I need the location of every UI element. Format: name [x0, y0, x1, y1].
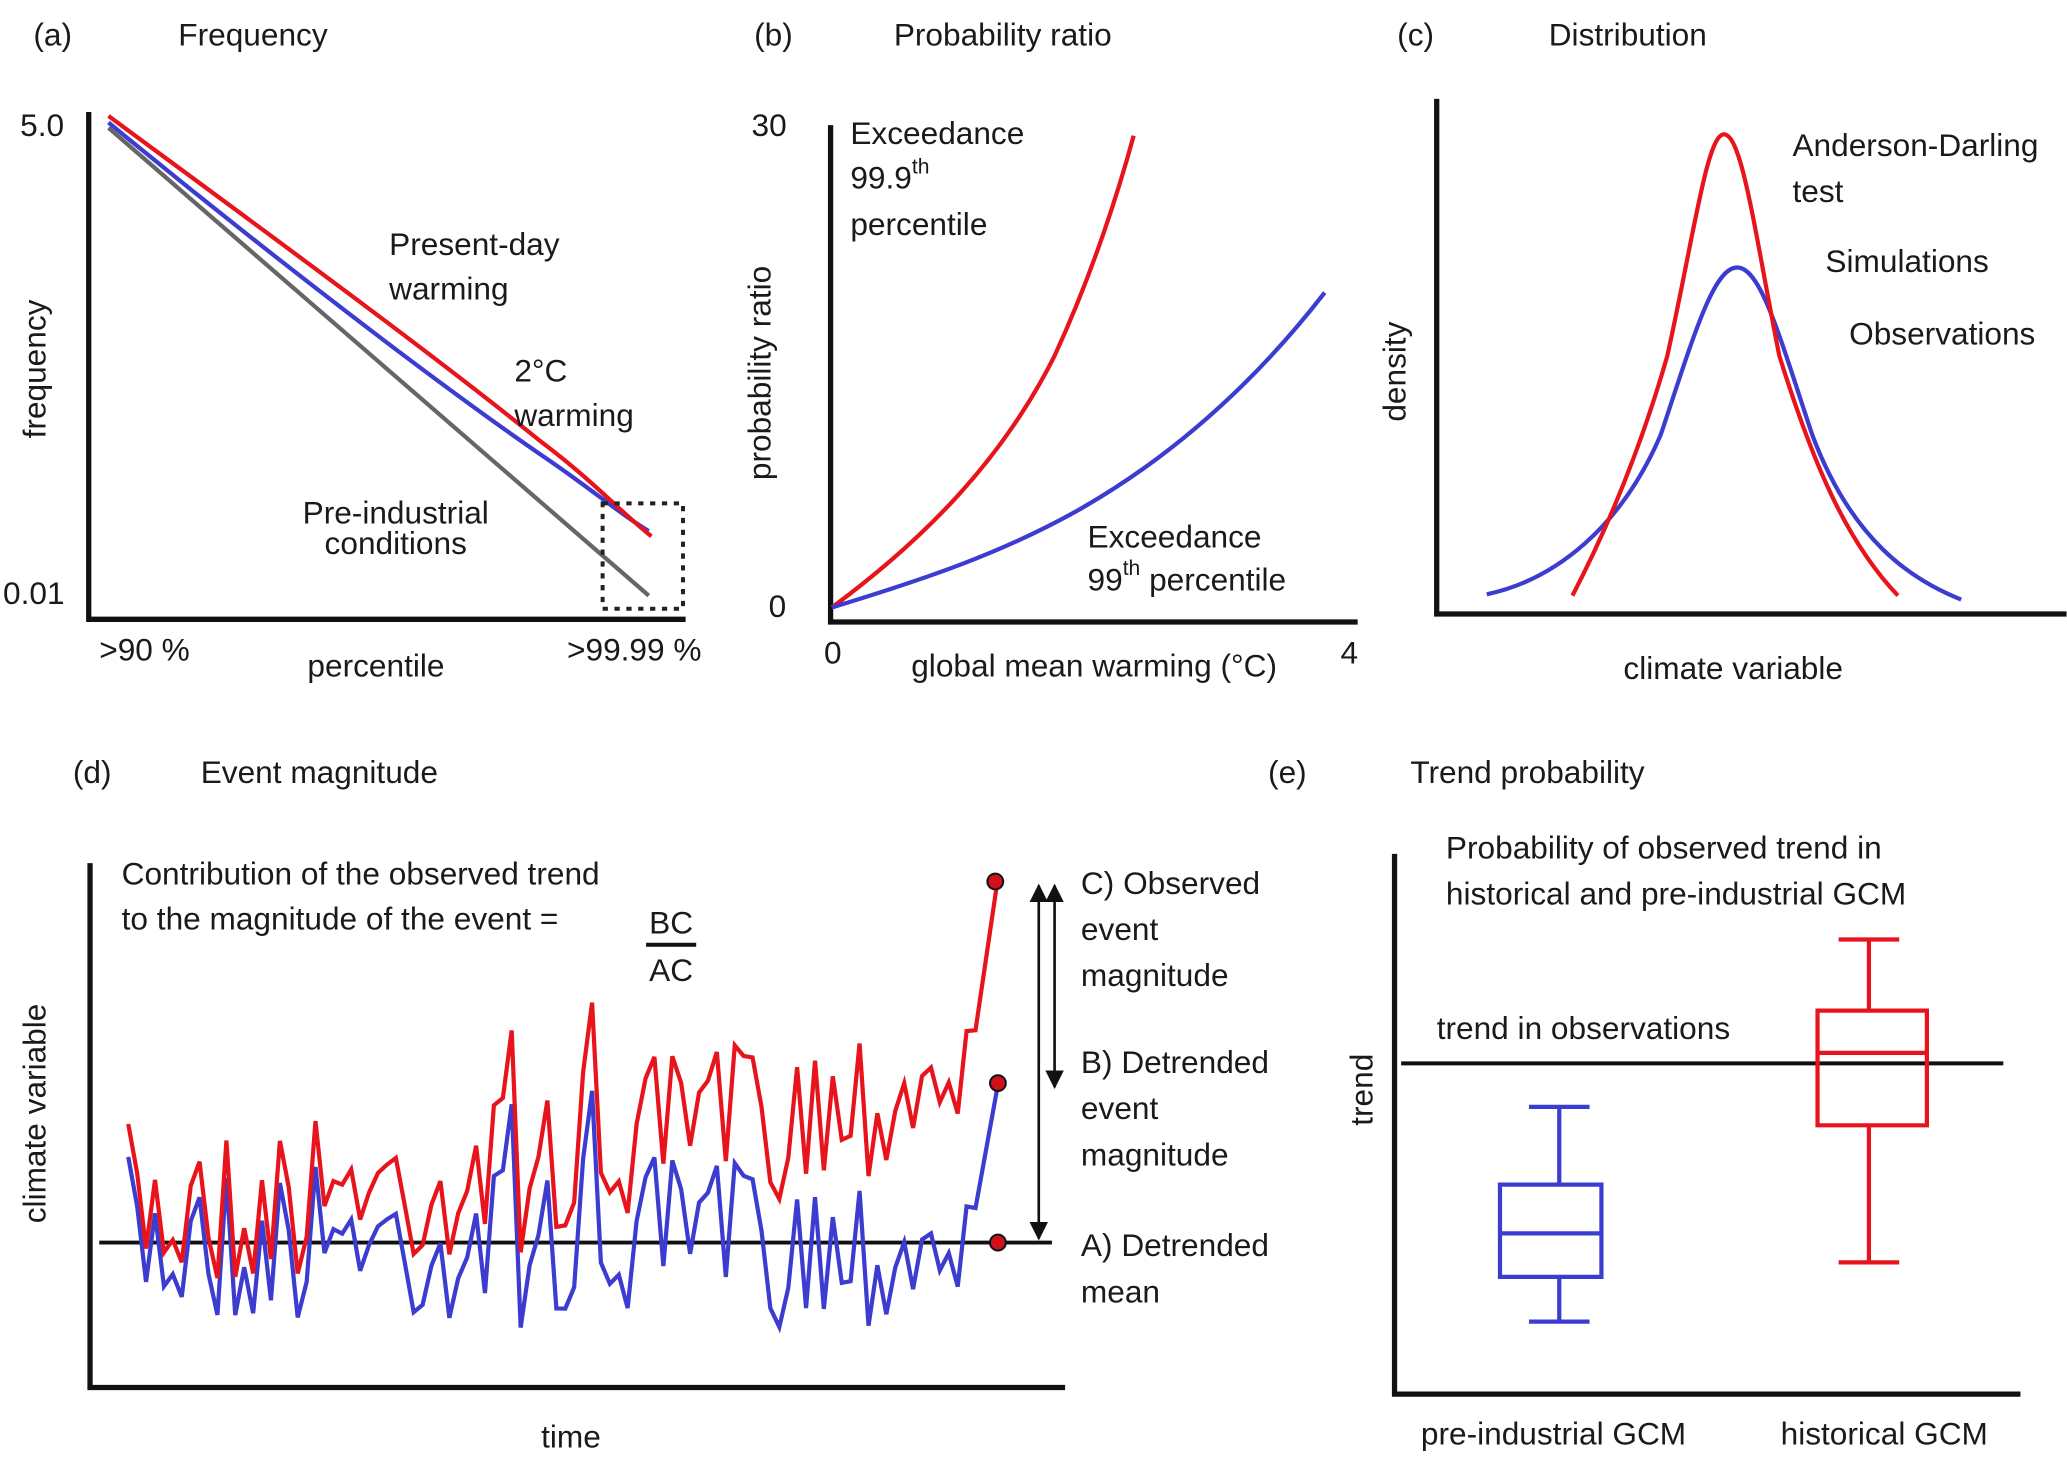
panel-e [1391, 853, 2021, 1397]
tick-label: 5.0 [20, 107, 64, 143]
tick-label: 0 [769, 588, 787, 624]
tick-label: 0.01 [3, 575, 65, 611]
marker-label: magnitude [1081, 1136, 1229, 1172]
panel-c [1434, 98, 2067, 617]
panel-title: Distribution [1549, 16, 1707, 52]
annotation: test [1792, 173, 1843, 209]
legend-label: Observations [1849, 315, 2035, 351]
label-superscript: th [912, 155, 930, 178]
tick-label: 4 [1341, 634, 1359, 670]
pre-industrial-curve [107, 126, 651, 598]
axis-label: climate variable [1623, 650, 1843, 686]
axes [1434, 98, 2067, 617]
formula-text: to the magnitude of the event = [122, 900, 559, 936]
panel-label: (a) [33, 16, 72, 52]
panel-label: (b) [754, 16, 793, 52]
curve-label: 2°C [514, 352, 567, 388]
tick-label: 30 [752, 107, 787, 143]
warming-curve [107, 114, 653, 538]
axes [86, 112, 686, 622]
label-superscript: th [1123, 557, 1141, 580]
marker-label: event [1081, 911, 1159, 947]
axis-label: probability ratio [741, 266, 777, 480]
observed-series [126, 886, 999, 1279]
panel-label: (d) [73, 754, 112, 790]
event-point [989, 1233, 1007, 1252]
marker-label: B) Detrended [1081, 1044, 1269, 1080]
annotation: Probability of observed trend in [1446, 829, 1882, 865]
panel-title: Trend probability [1410, 754, 1644, 790]
historical-box [1815, 937, 1930, 1265]
formula-text: AC [649, 952, 693, 988]
panel-b [827, 125, 1358, 625]
curve-label: Pre-industrial [303, 495, 489, 531]
panel-label: (c) [1397, 16, 1434, 52]
panel-d [87, 863, 1066, 1391]
label-number: 99.9 [850, 160, 912, 196]
curve-label: percentile [850, 206, 987, 242]
simulations-curve [1570, 132, 1900, 598]
curve-label: warming [388, 271, 508, 307]
event-point [986, 872, 1005, 891]
axes [1391, 853, 2021, 1397]
axis-label: climate variable [17, 1004, 53, 1224]
detrended-series [126, 1084, 1000, 1334]
panel-label: (e) [1268, 754, 1307, 790]
annotation: historical and pre-industrial GCM [1446, 875, 1906, 911]
axes [87, 863, 1066, 1391]
legend-label: Simulations [1825, 243, 1988, 279]
pre-industrial-box [1497, 1104, 1604, 1324]
curve-label: Exceedance [850, 115, 1024, 151]
annotation: trend in observations [1437, 1010, 1730, 1046]
present-day-curve [107, 120, 650, 533]
marker-label: C) Observed [1081, 865, 1260, 901]
curve-label: Present-day [389, 226, 560, 262]
category-label: pre-industrial GCM [1421, 1416, 1686, 1452]
zoom-box [600, 501, 685, 611]
event-point [989, 1074, 1007, 1093]
label-number: 99 [1088, 562, 1123, 598]
axis-label: trend [1344, 1054, 1380, 1126]
panel-title: Event magnitude [201, 754, 438, 790]
curve-label: warming [513, 397, 633, 433]
panel-title: Frequency [178, 16, 328, 52]
label-rest: percentile [1140, 562, 1286, 598]
panel-a [86, 112, 686, 622]
formula-text: BC [649, 904, 693, 940]
category-label: historical GCM [1781, 1416, 1988, 1452]
curve-label: 99th percentile [1088, 557, 1287, 598]
tick-label: 0 [824, 634, 842, 670]
marker-label: A) Detrended [1081, 1227, 1269, 1263]
annotation: Anderson-Darling [1792, 127, 2038, 163]
formula-text: Contribution of the observed trend [122, 856, 600, 892]
axis-label: density [1377, 321, 1413, 421]
marker-label: event [1081, 1090, 1159, 1126]
marker-label: magnitude [1081, 957, 1229, 993]
curve-label: conditions [325, 525, 467, 561]
axis-label: global mean warming (°C) [911, 647, 1277, 683]
axis-label: percentile [307, 647, 444, 683]
axis-label: time [541, 1418, 601, 1454]
curve-label: 99.9th [850, 155, 929, 196]
blue-curve [831, 291, 1327, 610]
red-curve [830, 135, 1136, 610]
panel-title: Probability ratio [894, 16, 1112, 52]
tick-label: >90 % [99, 632, 190, 668]
axis-label: frequency [17, 299, 53, 438]
axes [827, 125, 1358, 625]
tick-label: >99.99 % [567, 632, 701, 668]
marker-label: mean [1081, 1273, 1160, 1309]
curve-label: Exceedance [1088, 518, 1262, 554]
